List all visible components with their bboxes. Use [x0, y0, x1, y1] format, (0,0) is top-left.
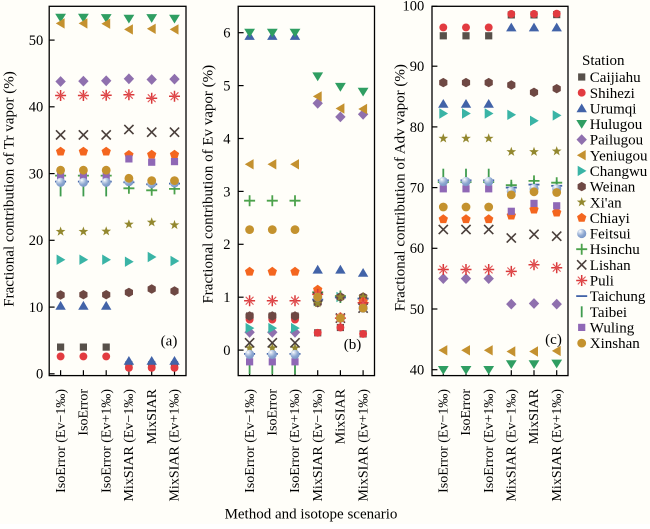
svg-text:MixSIAR (Ev+1‰): MixSIAR (Ev+1‰) [550, 389, 565, 502]
svg-text:50: 50 [29, 33, 44, 49]
svg-text:IsoError: IsoError [77, 389, 92, 436]
svg-text:Taibei: Taibei [590, 305, 627, 321]
svg-text:90: 90 [410, 59, 425, 75]
svg-text:100: 100 [402, 0, 424, 14]
svg-text:Fractional contribution of Tr: Fractional contribution of Tr vapor (%) [1, 71, 17, 306]
svg-text:Wuling: Wuling [590, 321, 635, 337]
svg-text:MixSIAR: MixSIAR [145, 388, 160, 444]
svg-text:40: 40 [410, 363, 425, 379]
svg-text:60: 60 [410, 241, 425, 257]
svg-text:IsoError (Ev+1‰): IsoError (Ev+1‰) [482, 389, 497, 493]
svg-text:(b): (b) [344, 337, 362, 353]
svg-text:IsoError (Ev+1‰): IsoError (Ev+1‰) [99, 389, 114, 493]
svg-text:0: 0 [223, 343, 230, 359]
svg-text:MixSIAR (Ev−1‰): MixSIAR (Ev−1‰) [505, 389, 520, 502]
svg-text:30: 30 [29, 167, 44, 183]
svg-text:2: 2 [223, 237, 230, 253]
svg-text:Shihezi: Shihezi [590, 86, 635, 102]
svg-text:Feitsui: Feitsui [590, 227, 631, 243]
svg-text:80: 80 [410, 120, 425, 136]
svg-text:Pailugou: Pailugou [590, 133, 644, 149]
svg-text:IsoError (Ev−1‰): IsoError (Ev−1‰) [437, 389, 452, 493]
svg-text:Urumqi: Urumqi [590, 101, 637, 117]
svg-text:1: 1 [223, 290, 230, 306]
svg-text:Fractional contribution of Ev: Fractional contribution of Ev vapor (%) [200, 65, 216, 304]
svg-text:0: 0 [36, 367, 43, 383]
svg-text:Xinshan: Xinshan [590, 336, 640, 352]
svg-text:MixSIAR: MixSIAR [527, 388, 542, 444]
svg-text:70: 70 [410, 181, 425, 197]
svg-text:MixSIAR (Ev+1‰): MixSIAR (Ev+1‰) [356, 389, 371, 502]
svg-text:IsoError: IsoError [459, 389, 474, 436]
svg-text:Taichung: Taichung [590, 289, 646, 305]
svg-text:MixSIAR (Ev+1‰): MixSIAR (Ev+1‰) [168, 389, 183, 502]
svg-text:Fractional contribution of Adv: Fractional contribution of Adv vapor (%) [393, 64, 409, 311]
svg-text:IsoError (Ev−1‰): IsoError (Ev−1‰) [54, 389, 69, 493]
svg-text:Changwu: Changwu [590, 164, 648, 180]
svg-text:IsoError: IsoError [266, 389, 281, 436]
svg-text:MixSIAR: MixSIAR [334, 388, 349, 444]
svg-text:Method and isotope scenario: Method and isotope scenario [225, 507, 398, 523]
svg-text:Hulugou: Hulugou [590, 117, 643, 133]
svg-text:(a): (a) [161, 334, 178, 350]
svg-text:MixSIAR (Ev−1‰): MixSIAR (Ev−1‰) [311, 389, 326, 502]
svg-text:3: 3 [223, 184, 230, 200]
svg-text:40: 40 [29, 100, 44, 116]
svg-text:Weinan: Weinan [590, 180, 636, 196]
svg-text:(c): (c) [545, 332, 562, 348]
svg-text:IsoError (Ev−1‰): IsoError (Ev−1‰) [243, 389, 258, 493]
svg-text:6: 6 [223, 26, 230, 42]
svg-text:Caijiahu: Caijiahu [590, 70, 641, 86]
svg-text:MixSIAR (Ev−1‰): MixSIAR (Ev−1‰) [122, 389, 137, 502]
svg-text:Puli: Puli [590, 274, 614, 290]
svg-text:20: 20 [29, 233, 44, 249]
svg-text:IsoError (Ev+1‰): IsoError (Ev+1‰) [288, 389, 303, 493]
svg-text:10: 10 [29, 300, 44, 316]
svg-text:Yeniugou: Yeniugou [590, 148, 648, 164]
svg-text:Chiayi: Chiayi [590, 211, 630, 227]
svg-text:5: 5 [223, 79, 230, 95]
svg-text:Lishan: Lishan [590, 258, 631, 274]
svg-text:4: 4 [223, 131, 231, 147]
svg-text:Hsinchu: Hsinchu [590, 242, 640, 258]
svg-text:50: 50 [410, 302, 425, 318]
svg-text:Station: Station [582, 53, 625, 69]
svg-text:Xi'an: Xi'an [590, 195, 622, 211]
